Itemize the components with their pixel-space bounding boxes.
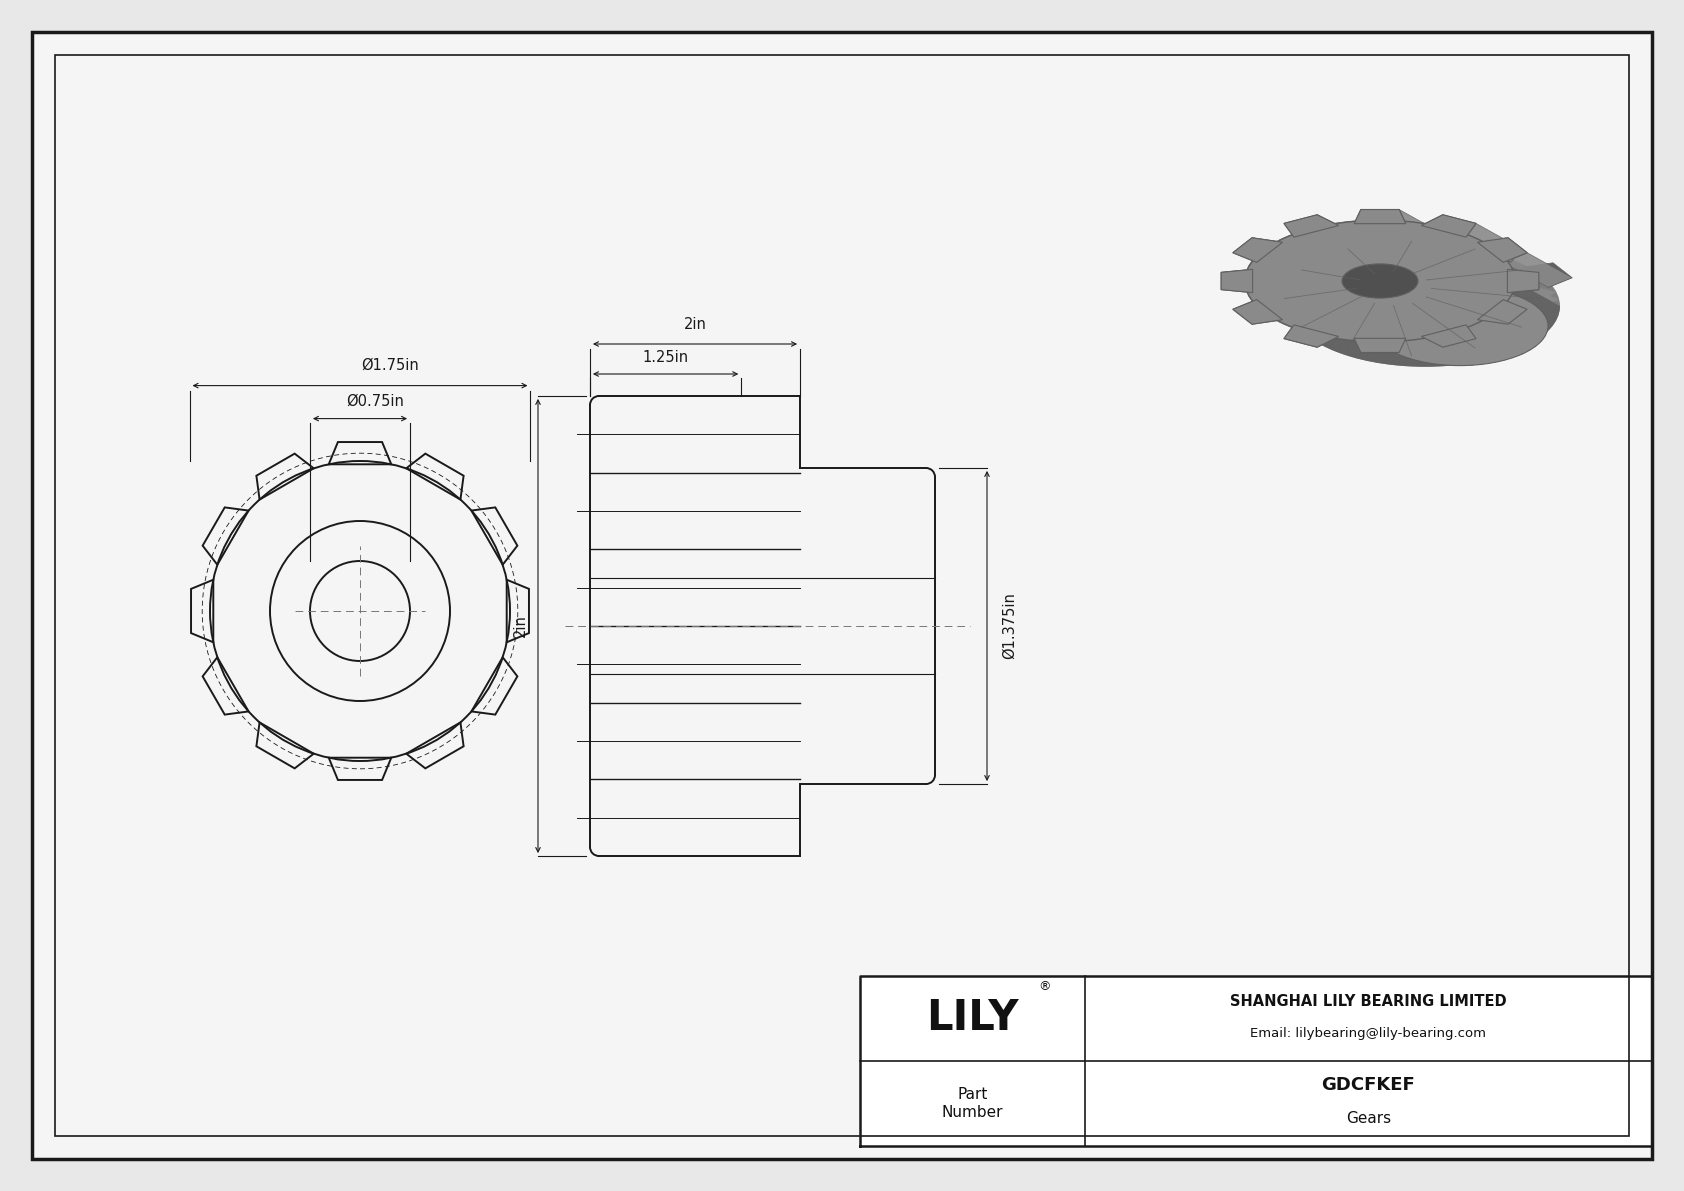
Polygon shape [1399, 235, 1452, 249]
Polygon shape [1221, 269, 1298, 298]
Polygon shape [1399, 210, 1452, 249]
Polygon shape [1421, 325, 1475, 348]
Polygon shape [1354, 338, 1406, 353]
Polygon shape [1292, 242, 1548, 366]
Ellipse shape [1290, 245, 1559, 367]
Text: Gears: Gears [1346, 1111, 1391, 1125]
Text: 2in: 2in [512, 615, 527, 637]
Ellipse shape [1244, 220, 1516, 342]
Polygon shape [1477, 238, 1527, 262]
Text: 2in: 2in [684, 317, 706, 332]
Polygon shape [1251, 238, 1327, 267]
Polygon shape [1522, 263, 1573, 287]
Polygon shape [1507, 269, 1539, 293]
Polygon shape [1477, 300, 1527, 324]
Text: Ø1.375in: Ø1.375in [1002, 593, 1017, 660]
Polygon shape [1233, 300, 1283, 324]
Text: LILY: LILY [926, 998, 1019, 1040]
Polygon shape [1329, 239, 1384, 262]
Text: GDCFKEF: GDCFKEF [1322, 1077, 1415, 1095]
Text: ®: ® [1039, 980, 1051, 993]
Ellipse shape [1244, 220, 1516, 342]
Text: Ø1.75in: Ø1.75in [360, 357, 419, 373]
Polygon shape [1221, 269, 1253, 293]
Ellipse shape [1354, 269, 1406, 293]
Polygon shape [1507, 269, 1539, 293]
Polygon shape [1283, 214, 1339, 237]
Polygon shape [1221, 269, 1253, 293]
Polygon shape [1467, 224, 1521, 262]
Polygon shape [1421, 325, 1475, 348]
Polygon shape [1467, 239, 1521, 262]
Bar [861, 975, 1652, 1146]
Polygon shape [1283, 214, 1339, 237]
Text: SHANGHAI LILY BEARING LIMITED: SHANGHAI LILY BEARING LIMITED [1231, 994, 1507, 1009]
Polygon shape [1477, 238, 1527, 262]
Polygon shape [1233, 238, 1283, 262]
Polygon shape [1477, 300, 1527, 324]
Polygon shape [1233, 300, 1283, 324]
Ellipse shape [1292, 242, 1468, 320]
Polygon shape [1354, 210, 1406, 224]
Polygon shape [1354, 210, 1406, 224]
Polygon shape [1244, 220, 1559, 367]
Text: 1.25in: 1.25in [643, 350, 689, 364]
Polygon shape [1421, 214, 1475, 237]
Text: Email: lilybearing@lily-bearing.com: Email: lilybearing@lily-bearing.com [1251, 1027, 1487, 1040]
Polygon shape [1278, 263, 1327, 287]
Polygon shape [1244, 281, 1559, 367]
Polygon shape [1317, 214, 1384, 250]
Text: Part
Number: Part Number [941, 1087, 1004, 1120]
Polygon shape [1283, 325, 1339, 348]
Text: Ø0.75in: Ø0.75in [347, 393, 404, 409]
Polygon shape [1504, 252, 1573, 287]
Polygon shape [1283, 325, 1339, 348]
Polygon shape [1233, 238, 1283, 262]
Polygon shape [1266, 294, 1298, 318]
Ellipse shape [1342, 264, 1418, 298]
Polygon shape [1354, 338, 1406, 353]
Ellipse shape [1342, 264, 1418, 298]
Polygon shape [1421, 214, 1475, 237]
Ellipse shape [1372, 286, 1548, 366]
